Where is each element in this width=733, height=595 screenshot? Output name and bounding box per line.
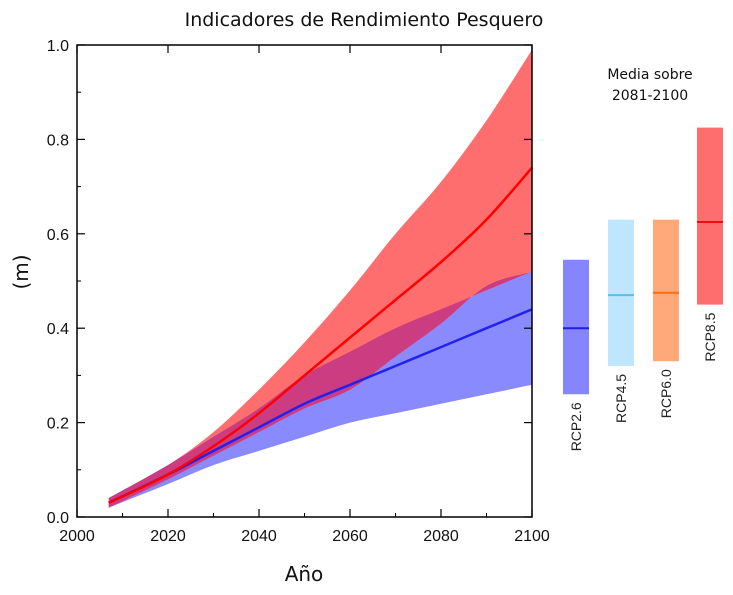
y-tick-label: 1.0 — [47, 38, 69, 55]
panel-title-line-2: 2081-2100 — [612, 88, 688, 104]
chart-title: Indicadores de Rendimiento Pesquero — [185, 9, 544, 31]
x-tick-label: 2080 — [423, 528, 459, 545]
y-tick-label: 0.4 — [47, 321, 69, 338]
overlap-band — [108, 271, 533, 508]
scenario-bar-rcp85 — [697, 127, 723, 305]
y-axis-label: (m) — [9, 254, 33, 289]
red-mean-line — [108, 166, 533, 504]
y-tick-label: 0.2 — [47, 416, 69, 433]
axis-ticks: 2000 2020 2040 2060 2080 2100 0.0 0.2 0.4 0.6 0.8 1… — [47, 38, 550, 545]
scenario-label: RCP8.5 — [702, 312, 718, 361]
scenario-panel: Media sobre 2081-2100 RCP2.6 RCP4.5 RCP6.0… — [563, 67, 723, 451]
plot-area — [108, 49, 533, 508]
y-tick-label: 0.6 — [47, 227, 69, 244]
scenario-bar-rcp45 — [608, 219, 634, 366]
y-tick-label: 0.8 — [47, 132, 69, 149]
y-tick-label: 0.0 — [47, 510, 69, 527]
scenario-bar-rcp60 — [653, 219, 679, 362]
panel-title-line-1: Media sobre — [607, 67, 692, 83]
x-tick-label: 2100 — [514, 528, 550, 545]
x-tick-label: 2040 — [241, 528, 277, 545]
scenario-label: RCP4.5 — [613, 374, 629, 423]
x-tick-label: 2000 — [59, 528, 95, 545]
red-band — [108, 49, 533, 508]
x-axis-label: Año — [285, 562, 324, 586]
x-tick-label: 2020 — [150, 528, 186, 545]
scenario-label: RCP2.6 — [568, 402, 584, 451]
scenario-label: RCP6.0 — [658, 369, 674, 418]
x-tick-label: 2060 — [332, 528, 368, 545]
scenario-bar-rcp26 — [563, 259, 589, 395]
